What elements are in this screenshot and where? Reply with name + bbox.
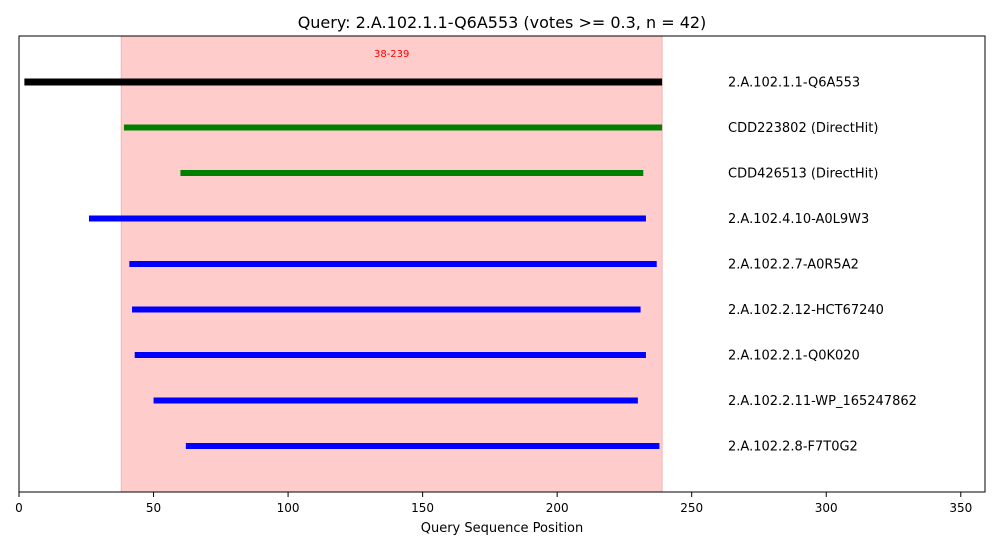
sequence-label: 2.A.102.2.1-Q0K020 [728, 349, 860, 364]
x-axis-title: Query Sequence Position [421, 521, 584, 536]
sequence-label: 2.A.102.2.8-F7T0G2 [728, 440, 858, 455]
sequence-label: CDD426513 (DirectHit) [728, 167, 878, 182]
x-axis: 0 50 100 150 200 250 300 350 [15, 492, 972, 515]
sequence-label: 2.A.102.1.1-Q6A553 [728, 76, 860, 91]
x-tick-label: 250 [680, 501, 703, 515]
chart-title: Query: 2.A.102.1.1-Q6A553 (votes >= 0.3,… [298, 13, 707, 32]
sequence-label: 2.A.102.2.7-A0R5A2 [728, 258, 859, 273]
plot-frame [18, 35, 986, 493]
plot-area: 38-239 2.A.102.1.1-Q6A553 CDD223802 (Direc… [24, 35, 917, 493]
x-tick-label: 0 [15, 501, 23, 515]
x-tick-label: 200 [546, 501, 569, 515]
x-tick-label: 300 [815, 501, 838, 515]
x-tick-label: 100 [277, 501, 300, 515]
x-tick-label: 350 [949, 501, 972, 515]
sequence-label: 2.A.102.2.12-HCT67240 [728, 303, 884, 318]
sequence-label: 2.A.102.4.10-A0L9W3 [728, 212, 869, 227]
sequence-label: CDD223802 (DirectHit) [728, 121, 878, 136]
sequence-label: 2.A.102.2.11-WP_165247862 [728, 394, 917, 409]
x-tick-label: 150 [411, 501, 434, 515]
x-tick-label: 50 [146, 501, 161, 515]
highlight-region-label: 38-239 [374, 49, 409, 60]
